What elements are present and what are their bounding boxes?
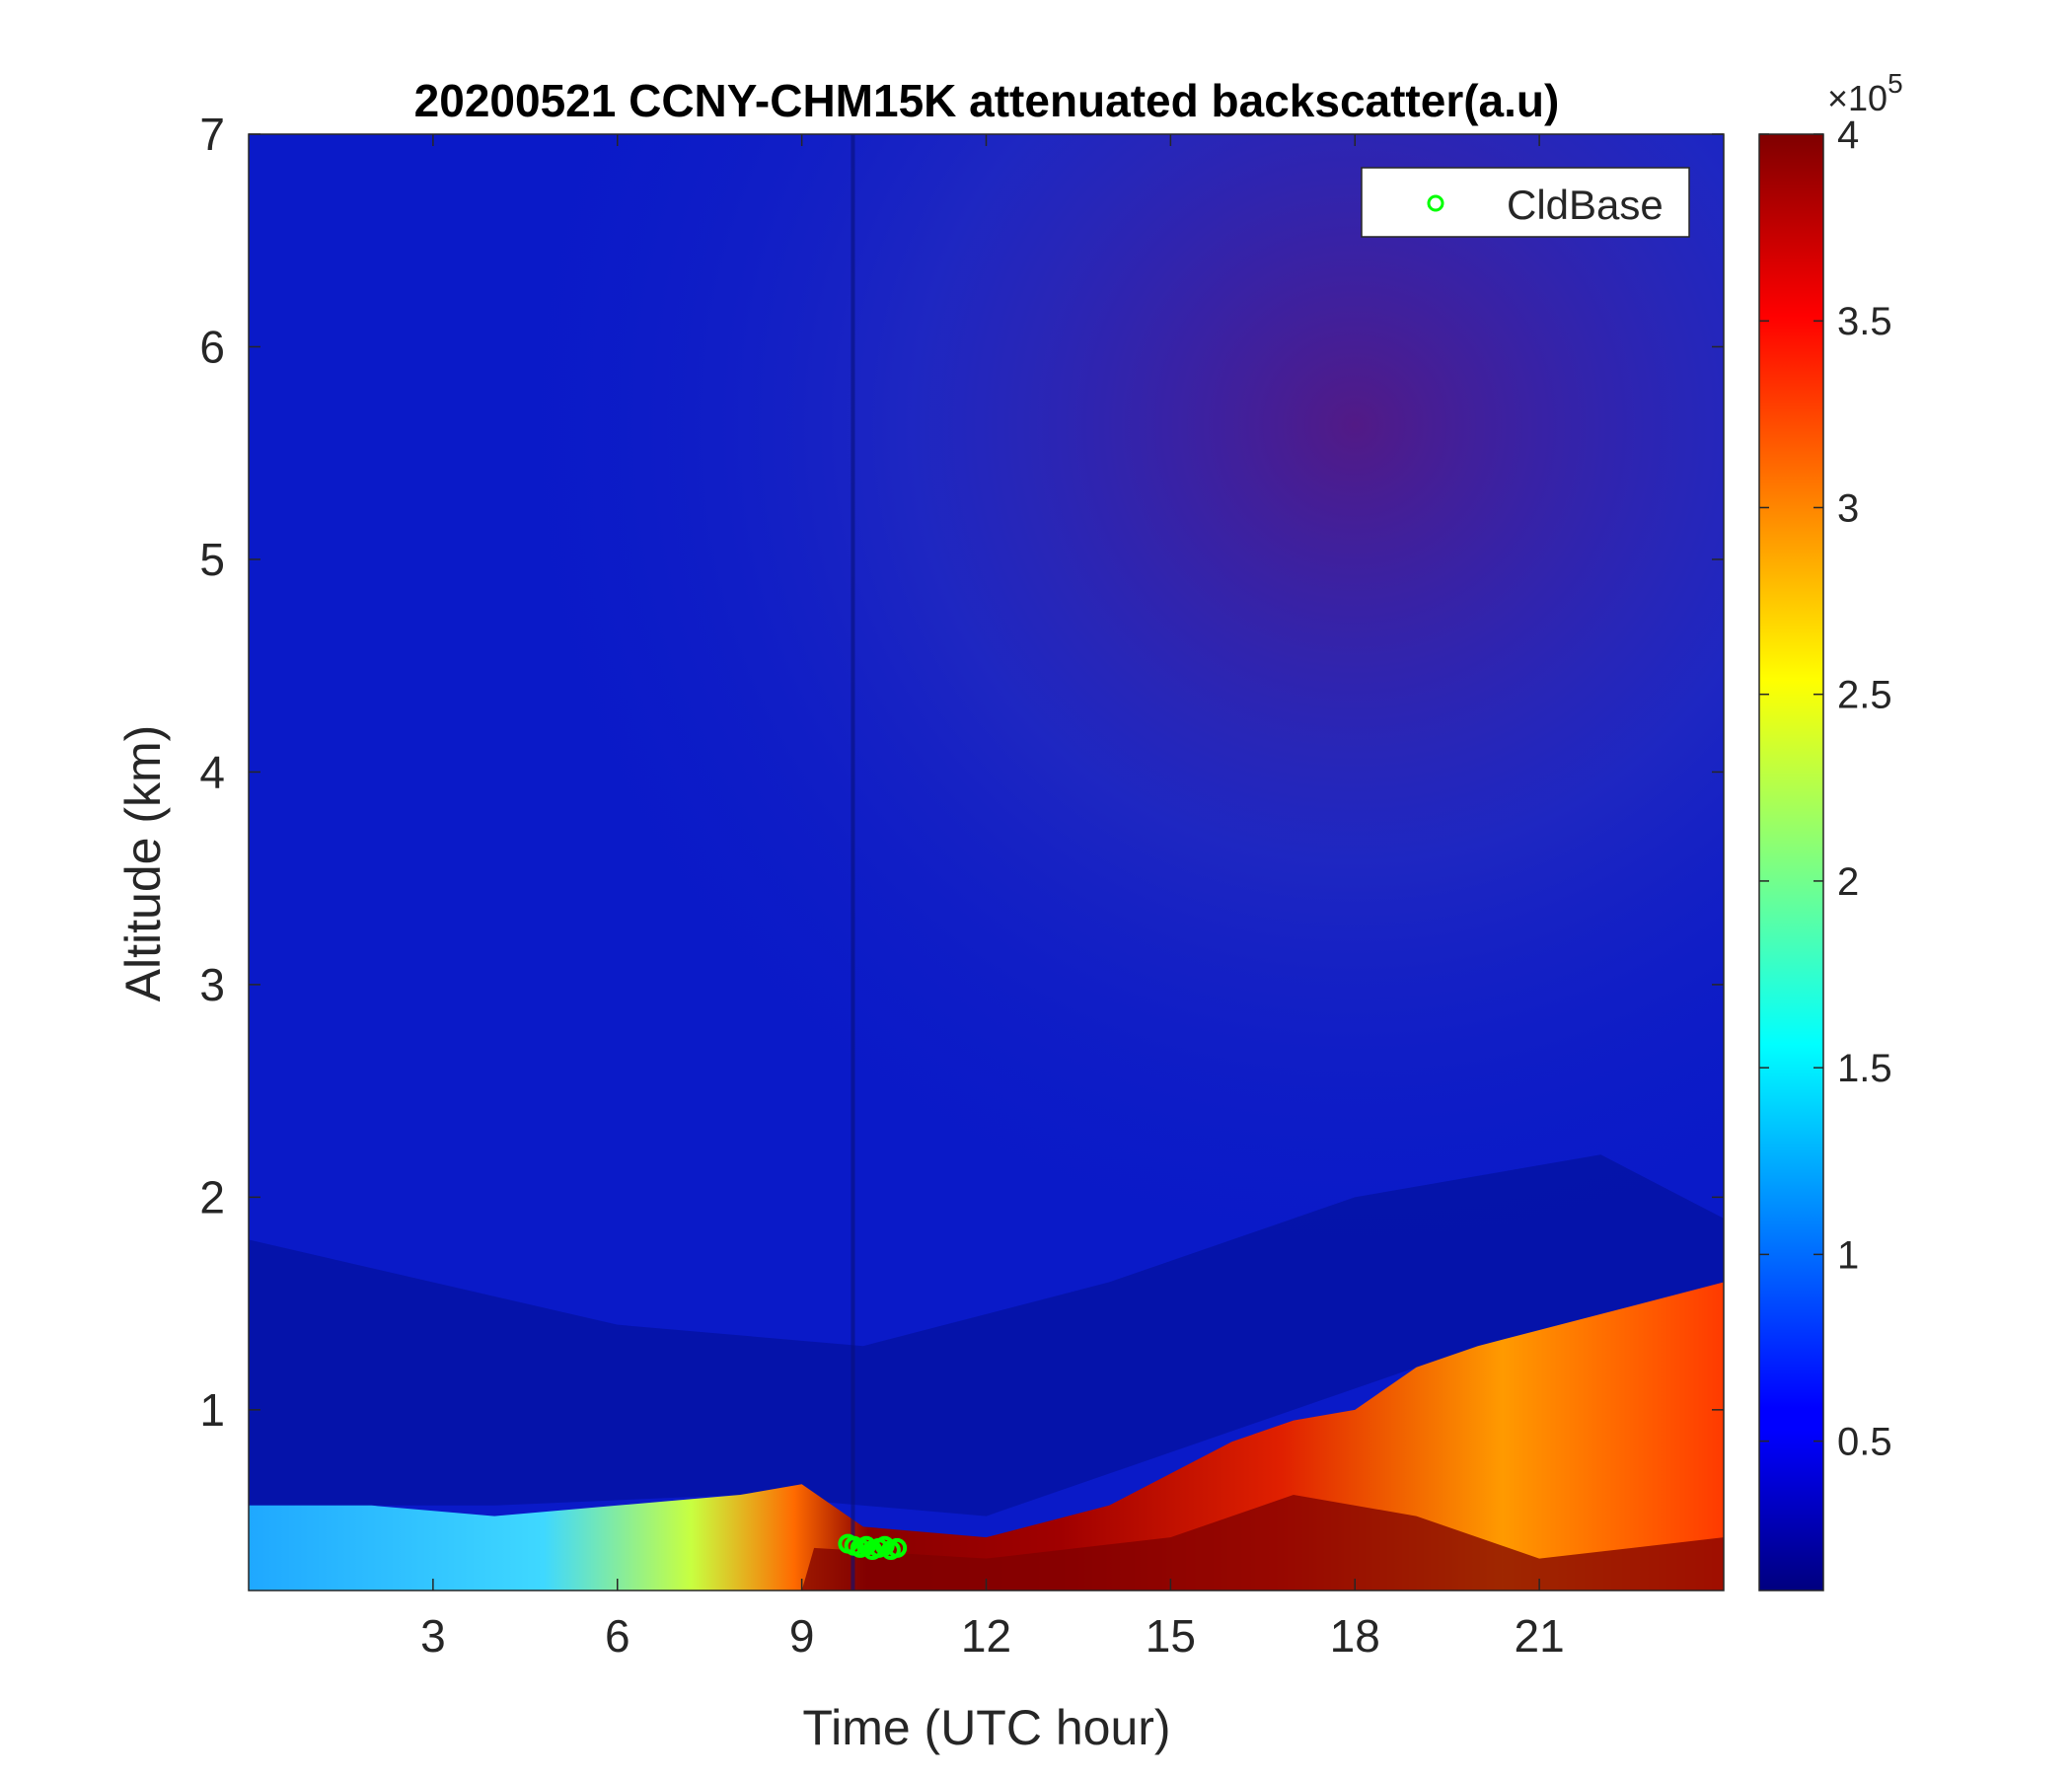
y-tick-label: 3 — [199, 959, 225, 1010]
x-axis-label: Time (UTC hour) — [802, 1700, 1170, 1755]
colorbar-exponent-power: 5 — [1887, 68, 1903, 99]
residual-layer — [249, 1154, 1724, 1517]
x-tick-label: 12 — [961, 1610, 1011, 1662]
legend-cldbase-marker — [1427, 194, 1444, 212]
colorbar-exponent: ×105 — [1827, 68, 1903, 118]
x-tick-label: 6 — [605, 1610, 630, 1662]
colorbar-tick-label: 0.5 — [1837, 1421, 1892, 1464]
colorbar-ticks: 0.5 1 1.5 2 2.5 3 3.5 4 — [1759, 113, 1892, 1464]
y-axis-label: Altitude (km) — [115, 725, 171, 1002]
colorbar-tick-label: 3 — [1837, 486, 1859, 530]
y-tick-label: 6 — [199, 321, 225, 372]
x-tick-label: 21 — [1515, 1610, 1565, 1662]
y-tick-label: 1 — [199, 1384, 225, 1436]
cldbase-point — [887, 1537, 908, 1558]
colorbar-gradient — [1758, 133, 1824, 1591]
colorbar-tick-label: 4 — [1837, 113, 1859, 157]
y-axis: 1 2 3 4 5 6 7 — [199, 109, 1724, 1436]
surface-core — [801, 1495, 1724, 1591]
colorbar-tick-label: 1 — [1837, 1233, 1859, 1277]
colorbar-tick-label: 2.5 — [1837, 674, 1892, 717]
colorbar: 0.5 1 1.5 2 2.5 3 3.5 4 ×105 — [1758, 68, 1903, 1591]
x-axis: 3 6 9 12 15 18 21 — [420, 134, 1565, 1662]
colorbar-tick-label: 2 — [1837, 860, 1859, 904]
x-tick-label: 15 — [1146, 1610, 1196, 1662]
cldbase-series — [838, 1533, 908, 1561]
x-tick-label: 9 — [789, 1610, 815, 1662]
x-tick-label: 18 — [1330, 1610, 1380, 1662]
colorbar-tick-label: 3.5 — [1837, 300, 1892, 343]
y-tick-label: 2 — [199, 1171, 225, 1222]
heatmap-area — [249, 134, 1724, 1591]
y-tick-label: 5 — [199, 534, 225, 585]
y-tick-label: 4 — [199, 746, 225, 797]
colorbar-tick-label: 1.5 — [1837, 1047, 1892, 1090]
legend-box — [1361, 167, 1690, 238]
chart-title: 20200521 CCNY-CHM15K attenuated backscat… — [414, 75, 1560, 126]
instrument-artifact-line — [851, 134, 855, 1591]
y-tick-label: 7 — [199, 109, 225, 160]
legend[interactable]: CldBase — [1361, 167, 1690, 238]
x-tick-label: 3 — [420, 1610, 446, 1662]
colorbar-exponent-base: ×10 — [1827, 78, 1887, 118]
legend-cldbase-label: CldBase — [1507, 182, 1664, 228]
